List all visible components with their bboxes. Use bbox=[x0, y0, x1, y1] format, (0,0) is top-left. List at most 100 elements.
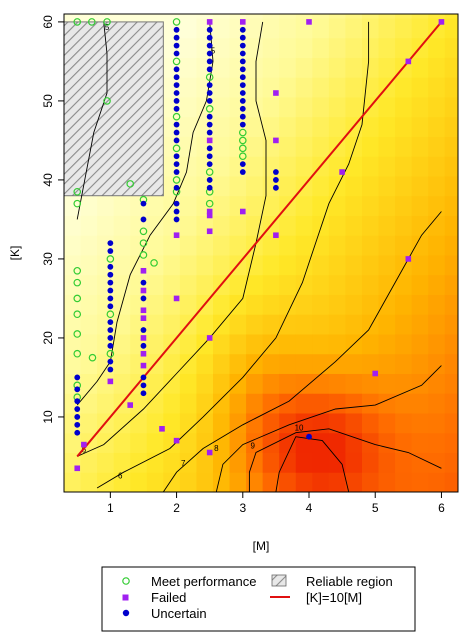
heatmap-cell bbox=[328, 472, 346, 492]
heatmap-cell bbox=[212, 393, 231, 414]
heatmap-cell bbox=[64, 254, 82, 276]
heatmap-cell bbox=[262, 472, 280, 492]
heatmap-cell bbox=[328, 37, 346, 58]
heatmap-cell bbox=[345, 57, 363, 78]
heatmap-cell bbox=[345, 136, 363, 157]
heatmap-cell bbox=[295, 37, 313, 58]
point-uncertain bbox=[173, 98, 180, 104]
point-uncertain bbox=[206, 58, 213, 65]
heatmap-cell bbox=[146, 472, 164, 492]
heatmap-cell bbox=[146, 294, 164, 315]
heatmap-cell bbox=[262, 17, 280, 39]
heatmap-cell bbox=[395, 432, 413, 453]
point-failed bbox=[206, 19, 213, 25]
heatmap-cell bbox=[312, 57, 330, 78]
heatmap-cell bbox=[312, 96, 330, 118]
legend-meet-performance-marker bbox=[122, 577, 130, 585]
point-uncertain bbox=[206, 50, 213, 57]
heatmap-cell bbox=[395, 333, 413, 355]
point-uncertain bbox=[173, 74, 180, 81]
heatmap-cell bbox=[378, 314, 396, 335]
heatmap-cell bbox=[411, 373, 429, 394]
heatmap-cell bbox=[444, 96, 458, 118]
heatmap-cell bbox=[80, 14, 98, 19]
heatmap-cell bbox=[64, 353, 82, 374]
heatmap-cell bbox=[64, 294, 82, 315]
heatmap-cell bbox=[163, 175, 181, 197]
heatmap-cell bbox=[196, 472, 214, 492]
heatmap-cell bbox=[411, 96, 429, 118]
heatmap-cell bbox=[279, 235, 297, 256]
point-failed bbox=[206, 208, 213, 215]
heatmap-cell bbox=[262, 57, 280, 78]
heatmap-cell bbox=[328, 215, 346, 236]
heatmap-cell bbox=[328, 314, 346, 335]
heatmap-cell bbox=[312, 136, 330, 157]
heatmap-cell bbox=[179, 195, 197, 216]
heatmap-cell bbox=[130, 472, 148, 492]
heatmap-cell bbox=[444, 156, 458, 177]
heatmap-cell bbox=[312, 274, 330, 295]
heatmap-cell bbox=[179, 412, 197, 434]
heatmap-cell bbox=[395, 175, 413, 197]
heatmap-cell bbox=[212, 96, 231, 118]
heatmap-cell bbox=[163, 353, 181, 374]
point-uncertain bbox=[74, 406, 81, 412]
legend-reliable-region-label: Reliable region bbox=[306, 574, 393, 589]
heatmap-cell bbox=[113, 353, 131, 374]
point-failed bbox=[239, 208, 246, 215]
heatmap-cell bbox=[279, 136, 297, 157]
heatmap-cell bbox=[196, 452, 214, 473]
heatmap-cell bbox=[395, 215, 413, 236]
legend-box bbox=[101, 566, 416, 632]
point-meet-performance bbox=[73, 187, 82, 196]
point-failed bbox=[273, 90, 279, 96]
heatmap-cell bbox=[229, 432, 247, 453]
point-failed bbox=[339, 169, 345, 175]
heatmap-cell bbox=[179, 57, 197, 78]
heatmap-cell bbox=[279, 57, 297, 78]
point-failed bbox=[173, 295, 180, 302]
heatmap-cell bbox=[395, 96, 413, 118]
heatmap-cell bbox=[279, 254, 297, 276]
point-meet-performance bbox=[205, 168, 214, 176]
point-uncertain bbox=[173, 208, 180, 215]
point-uncertain bbox=[140, 374, 147, 381]
heatmap-cell bbox=[262, 274, 280, 295]
point-uncertain bbox=[239, 58, 246, 65]
heatmap-cell bbox=[163, 472, 181, 492]
heatmap-cell bbox=[295, 215, 313, 236]
point-meet-performance bbox=[73, 294, 82, 303]
heatmap-cell bbox=[163, 412, 181, 434]
heatmap-cell bbox=[428, 274, 446, 295]
heatmap-cell bbox=[262, 254, 280, 276]
point-uncertain bbox=[140, 279, 147, 286]
heatmap-cell bbox=[212, 136, 231, 157]
heatmap-cell bbox=[229, 412, 247, 434]
point-meet-performance bbox=[73, 266, 82, 275]
heatmap-cell bbox=[312, 472, 330, 492]
legend-meet-performance-label: Meet performance bbox=[151, 574, 257, 589]
point-meet-performance bbox=[73, 349, 82, 358]
point-meet-performance bbox=[106, 349, 115, 358]
reference-line-k-10m bbox=[76, 21, 443, 458]
point-meet-performance bbox=[238, 136, 247, 145]
heatmap-cell bbox=[246, 373, 264, 394]
heatmap-cell bbox=[130, 432, 148, 453]
contour-label-6: 6 bbox=[82, 445, 87, 454]
point-uncertain bbox=[239, 105, 246, 112]
reference-line bbox=[76, 21, 443, 458]
heatmap-cell bbox=[378, 195, 396, 216]
heatmap-cell bbox=[411, 57, 429, 78]
heatmap-cell bbox=[411, 235, 429, 256]
heatmap-cell bbox=[212, 14, 231, 19]
point-uncertain bbox=[239, 161, 246, 168]
heatmap-cell bbox=[212, 116, 231, 137]
heatmap-cell bbox=[113, 472, 131, 492]
heatmap-cell bbox=[80, 274, 98, 295]
heatmap-cell bbox=[279, 373, 297, 394]
point-meet-performance bbox=[172, 112, 181, 121]
contour-label-7: 7 bbox=[181, 459, 186, 468]
heatmap-cell bbox=[146, 333, 164, 355]
heatmap-cell bbox=[179, 373, 197, 394]
